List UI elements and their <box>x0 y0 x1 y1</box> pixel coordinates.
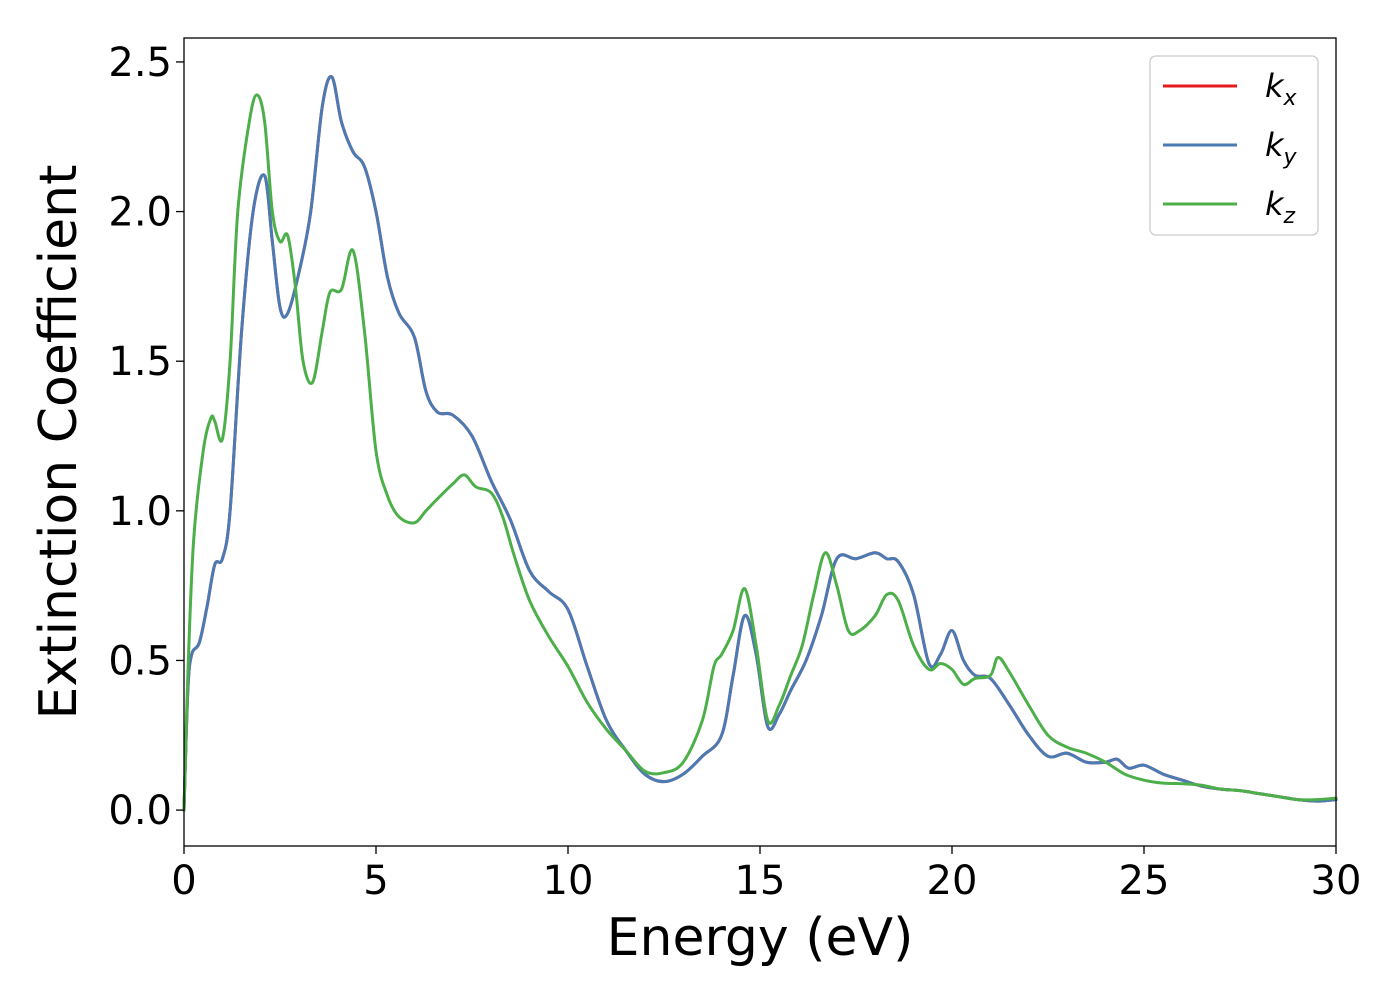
x-tick-label: 20 <box>927 858 978 904</box>
x-tick-label: 0 <box>171 858 196 904</box>
legend-items: kx ky kz <box>1163 67 1298 229</box>
x-axis-title: Energy (eV) <box>607 908 914 968</box>
legend-label-x: kx <box>1265 67 1298 111</box>
y-tick-label: 1.5 <box>108 339 172 385</box>
y-axis-ticks: 0.0 0.5 1.0 1.5 2.0 2.5 <box>108 40 184 834</box>
series-line-z <box>182 93 1338 812</box>
y-tick-label: 0.5 <box>108 638 172 684</box>
x-tick-label: 25 <box>1119 858 1170 904</box>
y-tick-label: 0.0 <box>108 788 172 834</box>
legend-label-y: ky <box>1265 126 1298 170</box>
x-tick-label: 10 <box>543 858 594 904</box>
y-tick-label: 2.5 <box>108 40 172 86</box>
y-tick-label: 2.0 <box>108 190 172 236</box>
x-tick-label: 5 <box>363 858 388 904</box>
legend-label-z: kz <box>1265 185 1296 229</box>
series-layer <box>182 75 1338 812</box>
x-axis-ticks: 0 5 10 15 20 25 30 <box>171 846 1361 904</box>
x-tick-label: 15 <box>735 858 786 904</box>
x-tick-label: 30 <box>1311 858 1362 904</box>
y-tick-label: 1.0 <box>108 489 172 535</box>
legend: kx ky kz <box>1149 55 1319 236</box>
y-axis-title: Extinction Coefficient <box>29 165 89 720</box>
series-line-y <box>182 75 1338 812</box>
